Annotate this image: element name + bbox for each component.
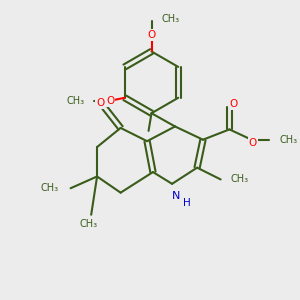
Text: O: O [96, 98, 104, 108]
Text: CH₃: CH₃ [79, 218, 97, 229]
Text: CH₃: CH₃ [67, 96, 85, 106]
Text: CH₃: CH₃ [280, 135, 298, 145]
Text: N: N [172, 190, 181, 201]
Text: CH₃: CH₃ [41, 183, 59, 193]
Text: O: O [147, 30, 156, 40]
Text: O: O [106, 96, 114, 106]
Text: CH₃: CH₃ [162, 14, 180, 24]
Text: H: H [183, 198, 191, 208]
Text: O: O [230, 99, 238, 110]
Text: O: O [249, 138, 257, 148]
Text: CH₃: CH₃ [231, 174, 249, 184]
